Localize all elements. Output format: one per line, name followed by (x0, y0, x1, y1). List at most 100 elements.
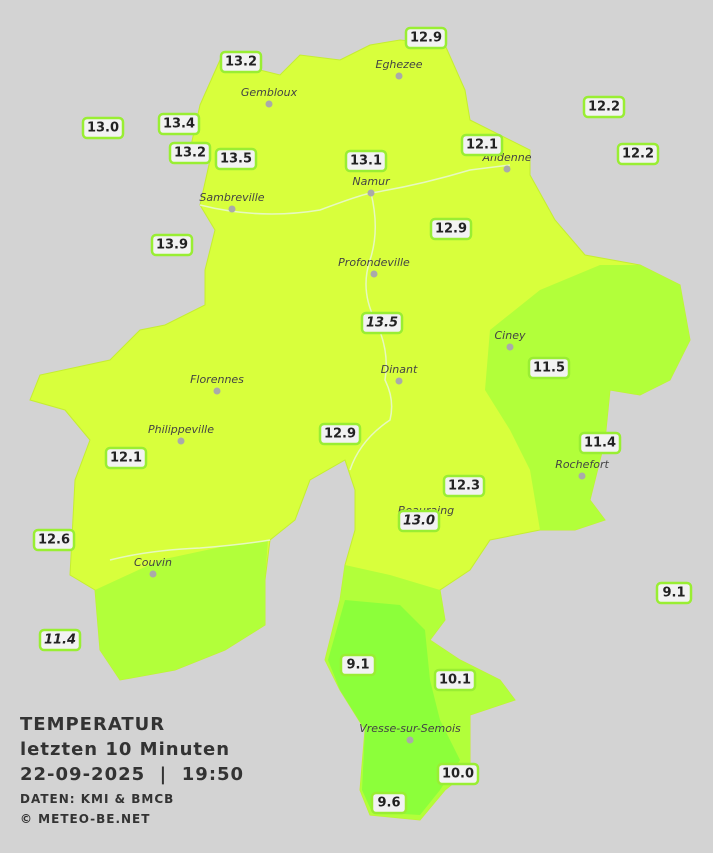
station-value: 11.5 (533, 361, 565, 376)
station: 12.9 (318, 422, 362, 446)
city-dot (506, 343, 514, 351)
city-label: Sambreville (199, 191, 264, 204)
station: 11.4 (38, 628, 82, 652)
station-value: 12.9 (324, 427, 356, 442)
cooler-zone (95, 540, 268, 680)
station-box (168, 141, 212, 165)
station-box (38, 628, 82, 652)
station-box (214, 147, 258, 171)
station-box (397, 509, 441, 533)
station: 12.6 (32, 528, 76, 552)
source: DATEN: KMI & BMCB (20, 792, 174, 806)
city-label: Ciney (495, 329, 526, 342)
station-value: 12.2 (588, 100, 620, 115)
station-value: 13.0 (87, 121, 119, 136)
city-dot (370, 270, 378, 278)
station-box (460, 133, 504, 157)
station-box (429, 217, 473, 241)
station: 11.5 (527, 356, 571, 380)
station: 12.2 (582, 95, 626, 119)
station-box (150, 233, 194, 257)
station: 13.5 (214, 147, 258, 171)
title-line: letzten 10 Minuten (20, 739, 230, 760)
station-value: 13.5 (366, 316, 398, 331)
city-label: Profondeville (338, 256, 410, 269)
station: 10.0 (436, 762, 480, 786)
station-value: 9.6 (377, 796, 400, 811)
station-value: 10.1 (439, 673, 471, 688)
station-value: 13.2 (225, 55, 257, 70)
copyright: © METEO-BE.NET (20, 812, 150, 826)
station: 12.1 (460, 133, 504, 157)
city-dot (395, 377, 403, 385)
station: 13.4 (157, 112, 201, 136)
station-box (219, 50, 263, 74)
city-label: Rochefort (555, 458, 609, 471)
station-value: 10.0 (442, 767, 474, 782)
station-value: 13.2 (174, 146, 206, 161)
city-dot (406, 736, 414, 744)
station: 12.9 (429, 217, 473, 241)
station-box (360, 311, 404, 335)
city-label: Namur (352, 175, 391, 188)
title-line: TEMPERATUR (20, 714, 165, 735)
station: 13.5 (360, 311, 404, 335)
city-label: Gembloux (241, 86, 298, 99)
station-box (578, 431, 622, 455)
station-box (157, 112, 201, 136)
station-value: 9.1 (662, 586, 685, 601)
station-value: 12.9 (435, 222, 467, 237)
city-dot (228, 205, 236, 213)
station-box (527, 356, 571, 380)
cooler-zone (485, 265, 690, 530)
station: 12.1 (104, 446, 148, 470)
station-box (582, 95, 626, 119)
station-box (81, 116, 125, 140)
station-value: 11.4 (44, 633, 76, 648)
city-dot (265, 100, 273, 108)
title-line: 22-09-2025 | 19:50 (20, 764, 244, 785)
city-dot (367, 189, 375, 197)
station: 13.2 (219, 50, 263, 74)
city-label: Vresse-sur-Semois (359, 722, 461, 735)
station: 13.2 (168, 141, 212, 165)
city-label: Couvin (134, 556, 172, 569)
station-value: 13.5 (220, 152, 252, 167)
station: 13.1 (344, 149, 388, 173)
station-value: 13.9 (156, 238, 188, 253)
station-box (344, 149, 388, 173)
station-box (655, 581, 693, 605)
station: 12.9 (404, 26, 448, 50)
station: 13.0 (397, 509, 441, 533)
station-value: 9.1 (346, 658, 369, 673)
station: 13.9 (150, 233, 194, 257)
city-dot (213, 387, 221, 395)
station-value: 13.4 (163, 117, 195, 132)
city-dot (395, 72, 403, 80)
station: 10.1 (433, 668, 477, 692)
station-box (104, 446, 148, 470)
city-label: Florennes (190, 373, 244, 386)
station: 12.3 (442, 474, 486, 498)
city-label: Dinant (381, 363, 418, 376)
station-value: 12.6 (38, 533, 70, 548)
station: 9.1 (655, 581, 693, 605)
station-box (436, 762, 480, 786)
station: 9.1 (339, 653, 377, 677)
station-box (404, 26, 448, 50)
station: 9.6 (370, 791, 408, 815)
station-value: 12.1 (110, 451, 142, 466)
station-box (433, 668, 477, 692)
station-box (616, 142, 660, 166)
station-box (339, 653, 377, 677)
city-dot (578, 472, 586, 480)
station-value: 12.9 (410, 31, 442, 46)
title-block: TEMPERATUR letzten 10 Minuten 22-09-2025… (20, 714, 244, 826)
station-value: 13.0 (403, 514, 435, 529)
station-value: 12.2 (622, 147, 654, 162)
station-box (442, 474, 486, 498)
station: 13.0 (81, 116, 125, 140)
city-label: Eghezee (376, 58, 423, 71)
station: 12.2 (616, 142, 660, 166)
city-dot (503, 165, 511, 173)
